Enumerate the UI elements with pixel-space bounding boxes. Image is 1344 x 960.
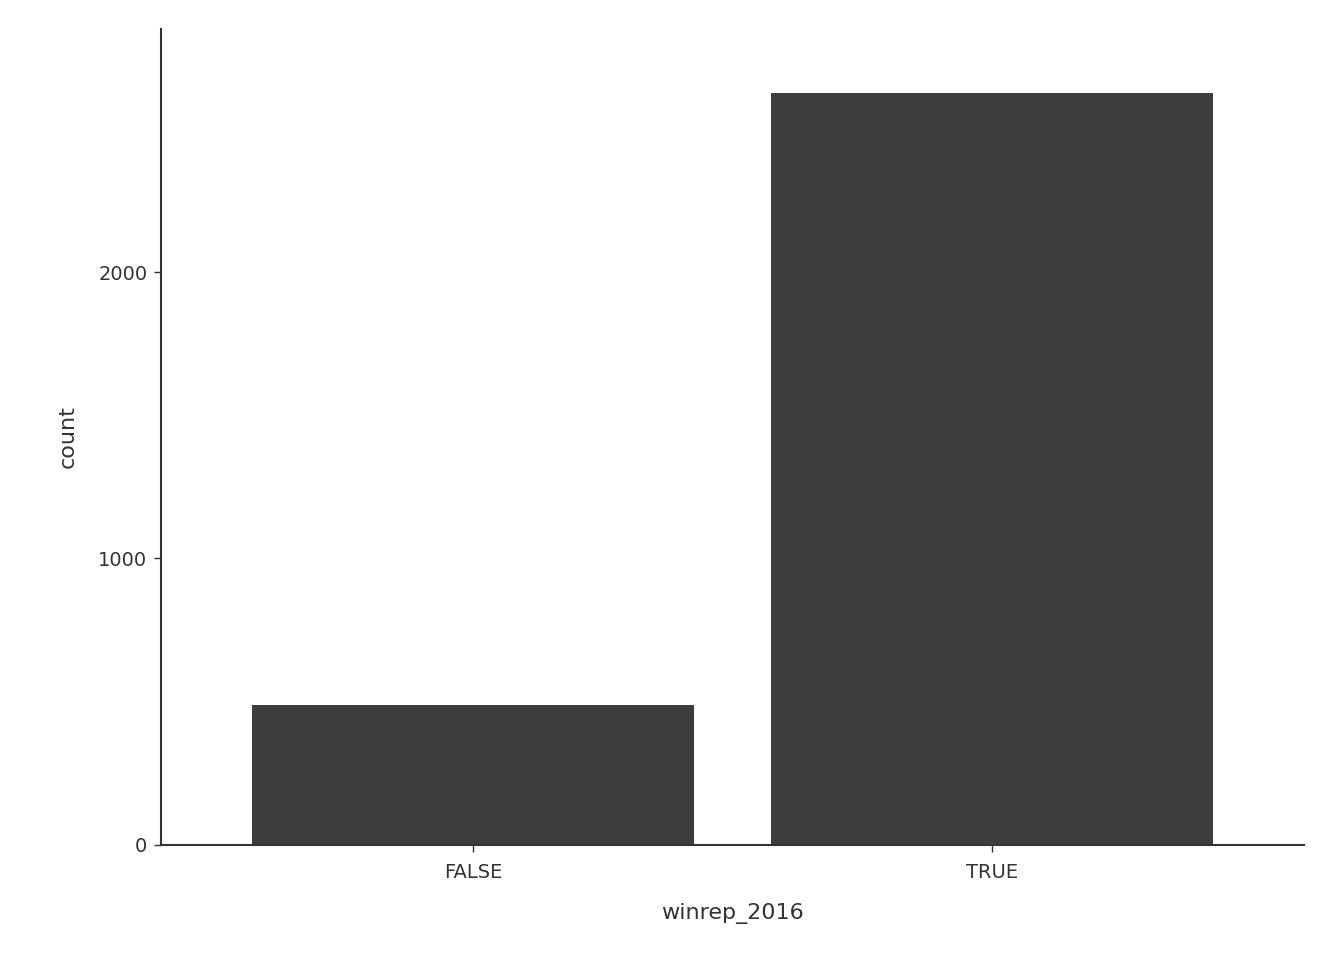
Y-axis label: count: count — [58, 405, 78, 468]
Bar — [253, 706, 694, 845]
X-axis label: winrep_2016: winrep_2016 — [661, 902, 804, 924]
Bar — [771, 93, 1212, 845]
